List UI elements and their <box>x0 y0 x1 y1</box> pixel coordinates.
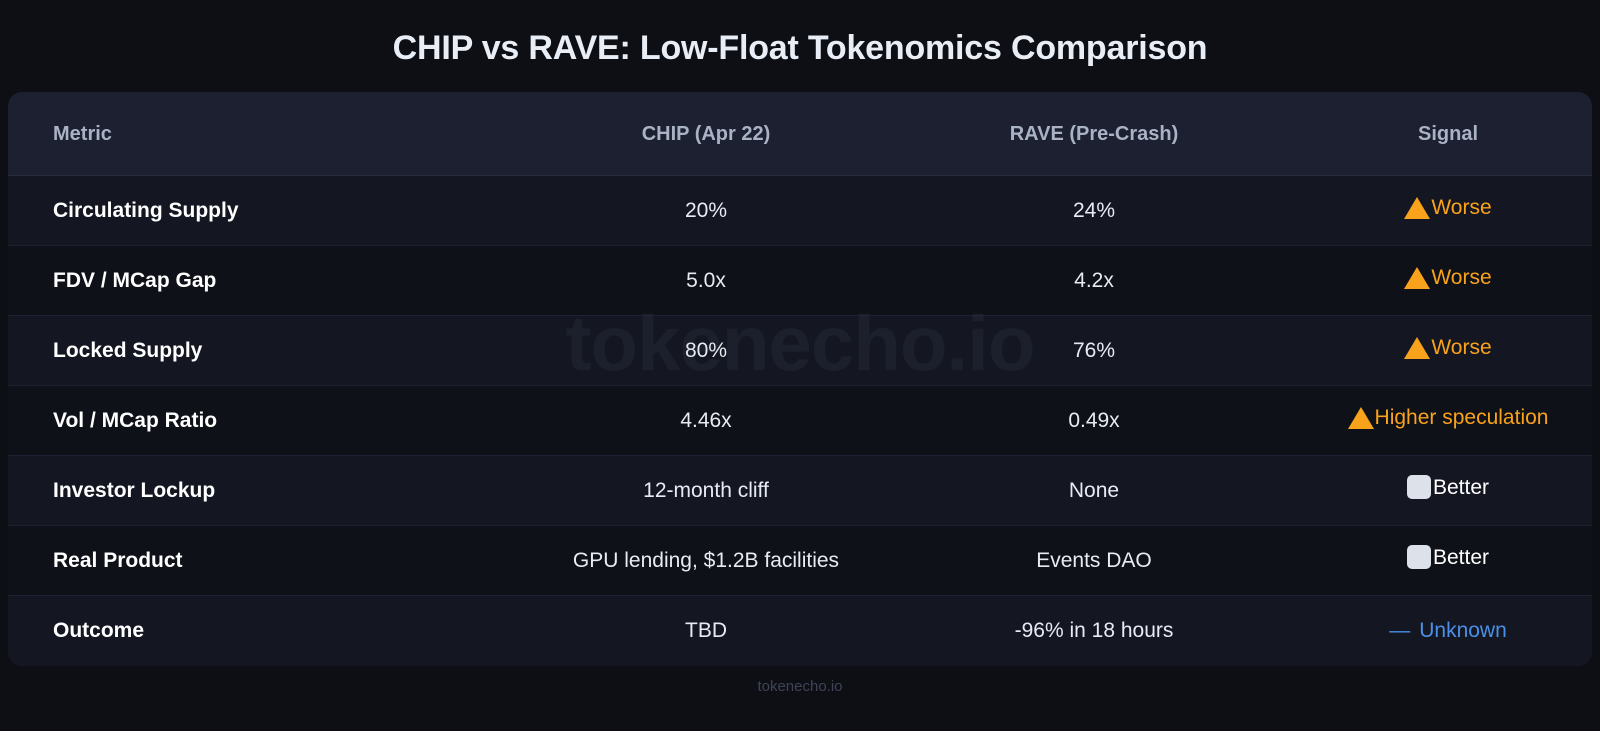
status-badge: Worse <box>1404 265 1492 290</box>
row-metric-label: Locked Supply <box>53 338 203 362</box>
column-header-rave: RAVE (Pre-Crash) <box>1009 122 1179 145</box>
row-signal-cell: Higher speculation <box>1304 406 1592 434</box>
row-rave-value: 0.49x <box>1068 408 1120 432</box>
row-chip-value: TBD <box>685 619 727 643</box>
row-chip-value: 80% <box>684 338 728 362</box>
signal-label: Worse <box>1431 335 1492 359</box>
row-chip-value: 4.46x <box>680 408 732 432</box>
row-rave-value: None <box>1068 478 1120 502</box>
row-signal-cell: Better <box>1304 475 1592 505</box>
table-row: Circulating Supply 20% 24% Worse <box>8 176 1592 246</box>
row-metric-label: Real Product <box>53 548 183 572</box>
row-signal-cell: Worse <box>1304 266 1592 294</box>
row-metric-label: Investor Lockup <box>53 478 216 502</box>
row-rave-value: 76% <box>1072 338 1116 362</box>
column-header-chip: CHIP (Apr 22) <box>641 122 771 145</box>
check-box-icon <box>1406 545 1431 570</box>
signal-label: Unknown <box>1419 619 1507 643</box>
row-chip-value: 12-month cliff <box>643 478 769 502</box>
status-badge: Better <box>1406 545 1490 570</box>
row-metric-label: Circulating Supply <box>53 198 239 222</box>
warning-triangle-icon <box>1404 197 1431 220</box>
status-badge: — Unknown <box>1389 620 1507 641</box>
table-row: Real Product GPU lending, $1.2B faciliti… <box>8 526 1592 596</box>
row-metric-label: Vol / MCap Ratio <box>53 408 218 432</box>
table-header-row: Metric CHIP (Apr 22) RAVE (Pre-Crash) Si… <box>8 92 1592 176</box>
row-chip-value: 20% <box>684 198 728 222</box>
status-badge: Higher speculation <box>1347 405 1549 430</box>
signal-label: Worse <box>1431 265 1492 289</box>
column-header-signal: Signal <box>1417 122 1478 145</box>
footer-attribution: tokenecho.io <box>757 678 843 695</box>
column-header-metric: Metric <box>53 122 112 145</box>
page-title: CHIP vs RAVE: Low-Float Tokenomics Compa… <box>392 29 1208 67</box>
signal-label: Better <box>1432 545 1490 569</box>
row-signal-cell: Worse <box>1304 336 1592 364</box>
dash-icon: — <box>1389 619 1411 643</box>
table-row: FDV / MCap Gap 5.0x 4.2x Worse <box>8 246 1592 316</box>
table-row: Investor Lockup 12-month cliff None Bett… <box>8 456 1592 526</box>
row-signal-cell: Worse <box>1304 196 1592 224</box>
row-chip-value: 5.0x <box>686 268 726 292</box>
signal-label: Worse <box>1431 195 1492 219</box>
check-box-icon <box>1406 475 1431 500</box>
row-rave-value: 24% <box>1072 198 1116 222</box>
signal-label: Better <box>1432 475 1490 499</box>
row-rave-value: 4.2x <box>1074 268 1114 292</box>
table-row: Vol / MCap Ratio 4.46x 0.49x Higher spec… <box>8 386 1592 456</box>
row-signal-cell: Better <box>1304 545 1592 575</box>
row-rave-value: Events DAO <box>1036 548 1152 572</box>
comparison-table: Metric CHIP (Apr 22) RAVE (Pre-Crash) Si… <box>8 92 1592 666</box>
row-metric-label: Outcome <box>53 619 145 643</box>
warning-triangle-icon <box>1404 337 1431 360</box>
row-rave-value: -96% in 18 hours <box>1014 619 1174 643</box>
table-row: Locked Supply 80% 76% Worse <box>8 316 1592 386</box>
row-signal-cell: — Unknown <box>1304 618 1592 643</box>
warning-triangle-icon <box>1404 267 1431 290</box>
row-chip-value: GPU lending, $1.2B facilities <box>572 548 840 572</box>
warning-triangle-icon <box>1347 407 1374 430</box>
status-badge: Worse <box>1404 195 1492 220</box>
table-row: Outcome TBD -96% in 18 hours — Unknown <box>8 596 1592 666</box>
signal-label: Higher speculation <box>1374 405 1549 429</box>
status-badge: Worse <box>1404 335 1492 360</box>
status-badge: Better <box>1406 475 1490 500</box>
row-metric-label: FDV / MCap Gap <box>53 268 217 292</box>
